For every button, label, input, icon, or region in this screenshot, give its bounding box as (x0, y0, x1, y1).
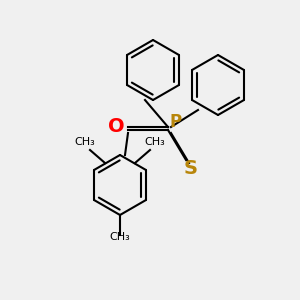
Text: CH₃: CH₃ (145, 137, 165, 147)
Text: P: P (170, 113, 182, 131)
Text: S: S (184, 158, 198, 178)
Text: CH₃: CH₃ (110, 232, 130, 242)
Text: O: O (108, 118, 124, 136)
Text: CH₃: CH₃ (75, 137, 95, 147)
